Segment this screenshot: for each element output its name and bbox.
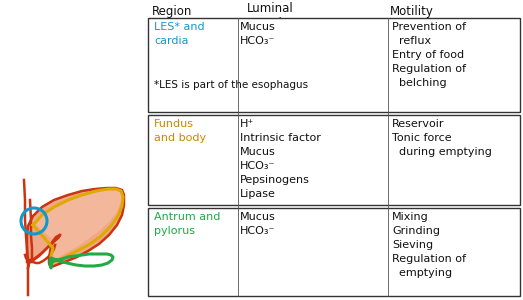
Polygon shape (27, 188, 124, 295)
Text: Prevention of
  reflux
Entry of food
Regulation of
  belching: Prevention of reflux Entry of food Regul… (392, 22, 466, 88)
Text: Fundus
and body: Fundus and body (154, 119, 206, 143)
Text: Mixing
Grinding
Sieving
Regulation of
  emptying: Mixing Grinding Sieving Regulation of em… (392, 212, 466, 278)
Polygon shape (33, 190, 121, 260)
Text: *LES is part of the esophagus: *LES is part of the esophagus (154, 80, 308, 90)
Text: Mucus
HCO₃⁻: Mucus HCO₃⁻ (240, 22, 276, 46)
Bar (148, 115, 520, 205)
Text: H⁺
Intrinsic factor
Mucus
HCO₃⁻
Pepsinogens
Lipase: H⁺ Intrinsic factor Mucus HCO₃⁻ Pepsinog… (240, 119, 321, 199)
Text: Region: Region (152, 5, 192, 18)
Text: Antrum and
pylorus: Antrum and pylorus (154, 212, 220, 236)
Bar (148, 208, 520, 296)
Text: Mucus
HCO₃⁻: Mucus HCO₃⁻ (240, 212, 276, 236)
Text: Motility: Motility (390, 5, 434, 18)
Text: Luminal
secretion: Luminal secretion (243, 2, 297, 30)
Text: Reservoir
Tonic force
  during emptying: Reservoir Tonic force during emptying (392, 119, 492, 157)
Bar (148, 18, 520, 112)
Text: LES* and
cardia: LES* and cardia (154, 22, 204, 46)
